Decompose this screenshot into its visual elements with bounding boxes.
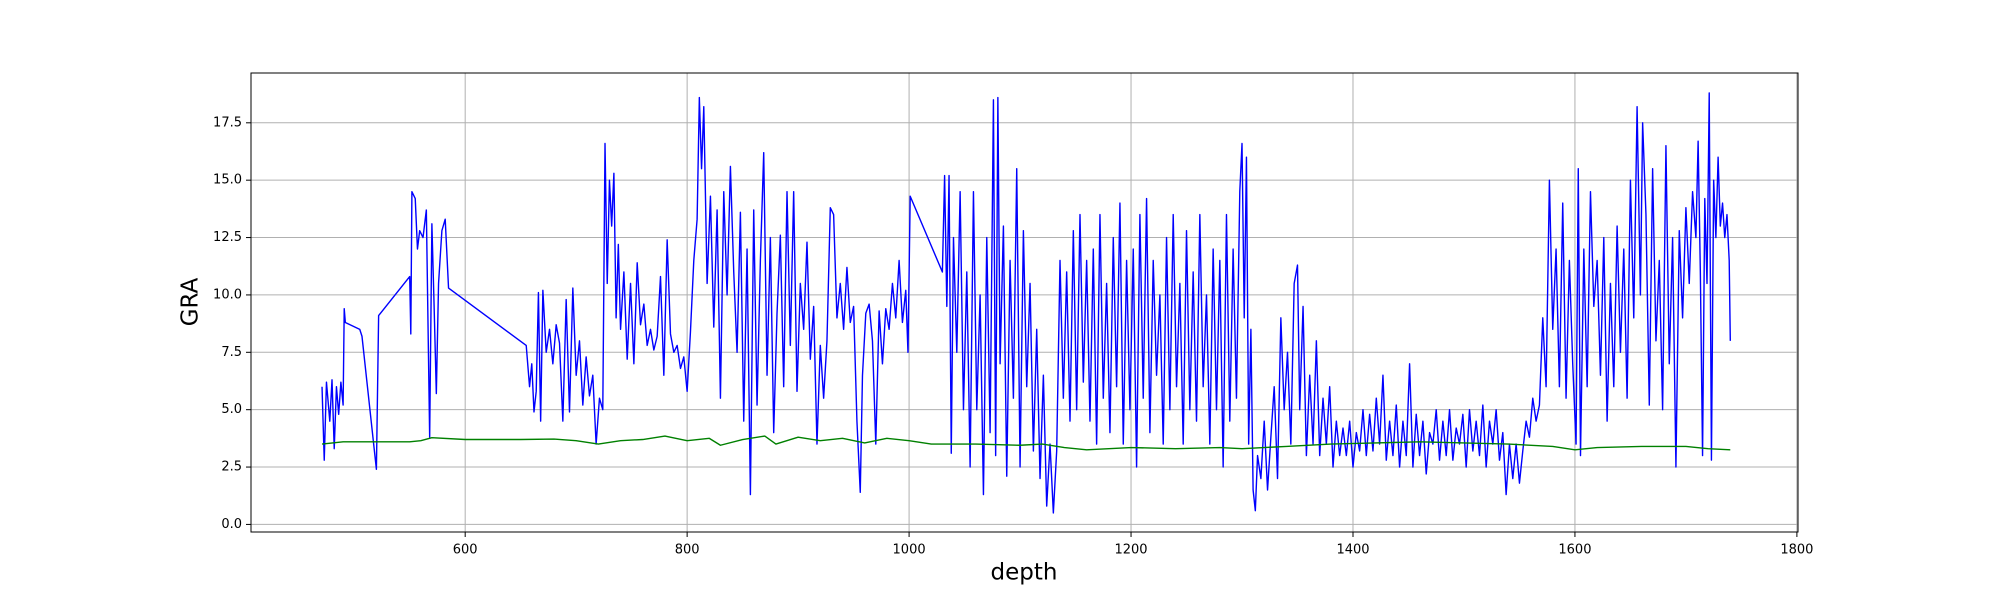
y-tick-label: 17.5 [213,115,242,130]
y-tick-label: 10.0 [213,287,242,302]
x-tick-label: 1000 [893,543,926,558]
x-tick-label: 1200 [1114,543,1147,558]
x-tick-label: 1400 [1336,543,1369,558]
x-tick-label: 1600 [1558,543,1591,558]
x-tick-label: 800 [675,543,700,558]
x-tick-label: 1800 [1780,543,1813,558]
y-axis-label: GRA [178,277,204,326]
y-tick-label: 0.0 [221,517,242,532]
x-tick-label: 600 [453,543,478,558]
plot-frame [250,72,1799,533]
y-tick-label: 2.5 [221,460,242,475]
y-tick-label: 5.0 [221,402,242,417]
data-line [321,92,1731,514]
y-tick-label: 7.5 [221,345,242,360]
data-line [321,435,1731,451]
x-axis-label: depth [991,560,1058,586]
y-tick-label: 15.0 [213,173,242,188]
y-tick-label: 12.5 [213,230,242,245]
